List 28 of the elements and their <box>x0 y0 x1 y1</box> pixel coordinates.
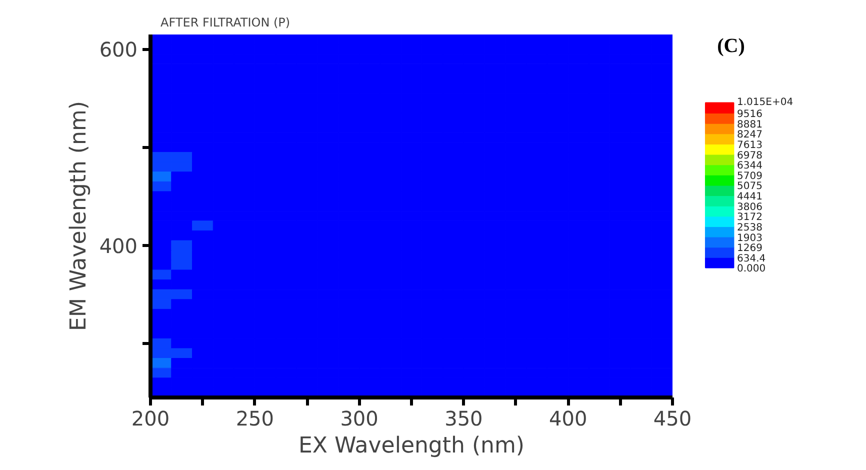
color-bar-label: 1903 <box>737 232 762 244</box>
color-bar-label: 5075 <box>737 181 762 192</box>
text: (C) <box>717 35 745 58</box>
x-tick-label: 450 <box>653 406 692 430</box>
color-bar-label: 4441 <box>737 192 762 203</box>
color-bar-label: 1269 <box>737 243 762 254</box>
color-bar-label: 2538 <box>737 222 762 234</box>
x-tick-label: 350 <box>444 406 483 430</box>
y-tick-label: 600 <box>99 38 138 62</box>
color-bar-label: 1.015E+04 <box>737 97 794 108</box>
x-tick-label: 300 <box>340 406 378 430</box>
color-bar-label: 3806 <box>737 202 762 213</box>
color-bar-label: 3172 <box>737 212 762 224</box>
color-bar-label: 8881 <box>737 119 762 130</box>
color-bar-label: 9516 <box>737 109 762 120</box>
x-tick-label: 200 <box>131 406 170 430</box>
color-bar-label: 634.4 <box>737 253 766 264</box>
x-axis-title: EX Wavelength (nm) <box>298 434 525 458</box>
color-bar-label: 8247 <box>737 130 762 141</box>
x-tick-label: 400 <box>549 406 588 430</box>
y-axis-title: EM Wavelength (nm) <box>66 101 92 331</box>
color-bar-label: 0.000 <box>737 264 766 275</box>
color-bar-label: 7613 <box>737 140 762 151</box>
color-bar-label: 6344 <box>737 160 762 172</box>
color-bar-label: 6978 <box>737 150 762 162</box>
chart-title: AFTER FILTRATION (P) <box>160 16 290 30</box>
x-tick-label: 250 <box>236 406 274 430</box>
color-bar-label: 5709 <box>737 170 762 182</box>
